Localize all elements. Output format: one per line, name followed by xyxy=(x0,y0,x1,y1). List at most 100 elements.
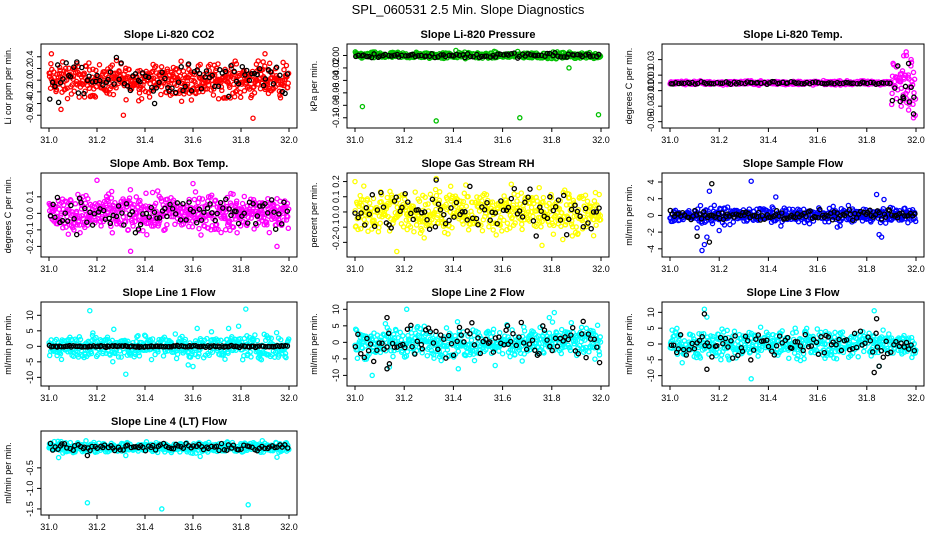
data-point xyxy=(125,226,131,233)
data-point xyxy=(455,348,462,355)
points xyxy=(352,306,604,379)
data-point xyxy=(137,78,143,85)
data-point xyxy=(588,225,594,232)
data-point xyxy=(239,63,246,70)
x-tick-label: 31.8 xyxy=(232,264,250,274)
x-tick-label: 31.6 xyxy=(809,135,827,145)
y-tick-label: 0 xyxy=(25,344,35,349)
data-point xyxy=(54,62,61,68)
x-tick-label: 31.0 xyxy=(661,264,679,274)
data-point xyxy=(670,81,676,87)
data-point xyxy=(191,196,198,203)
data-point xyxy=(443,355,449,361)
data-point xyxy=(352,178,358,185)
y-tick-label: -0.2 xyxy=(25,239,35,255)
data-point xyxy=(582,192,589,198)
data-point xyxy=(532,52,539,59)
data-point xyxy=(493,232,499,238)
data-point xyxy=(71,64,77,70)
data-point xyxy=(108,195,115,201)
data-point xyxy=(438,357,444,364)
data-point xyxy=(110,91,117,98)
data-point xyxy=(215,83,222,90)
data-point xyxy=(160,353,167,359)
data-point xyxy=(162,205,168,212)
data-point xyxy=(431,355,437,361)
data-point xyxy=(97,77,103,84)
data-point xyxy=(910,69,917,76)
data-point xyxy=(94,72,100,79)
data-point xyxy=(748,178,754,184)
data-point xyxy=(497,51,504,57)
y-tick-label: -4 xyxy=(646,245,656,253)
data-point xyxy=(100,82,106,88)
data-point xyxy=(93,67,99,74)
points xyxy=(46,177,292,255)
data-point xyxy=(716,227,722,234)
data-point xyxy=(433,328,439,335)
data-point xyxy=(403,306,410,313)
data-point xyxy=(223,209,229,215)
y-axis-label: ml/min per min. xyxy=(624,313,634,375)
y-tick-label: -2 xyxy=(646,228,656,236)
data-point xyxy=(164,213,170,220)
data-point xyxy=(699,247,705,254)
y-tick-label: -0.6 xyxy=(25,107,35,123)
data-point xyxy=(133,194,140,200)
data-point xyxy=(400,333,406,339)
page-title: SPL_060531 2.5 Min. Slope Diagnostics xyxy=(351,2,585,17)
y-tick-label: -0.2 xyxy=(331,235,341,251)
data-point xyxy=(92,94,99,100)
y-tick-label: -0.10 xyxy=(331,108,341,129)
y-tick-label: -0.02 xyxy=(331,58,341,79)
data-point xyxy=(86,60,92,66)
data-point xyxy=(541,350,547,356)
data-point xyxy=(460,221,466,227)
data-point xyxy=(175,79,182,85)
data-point xyxy=(255,58,261,64)
data-point xyxy=(174,351,181,357)
data-point xyxy=(875,80,882,87)
data-point xyxy=(105,210,111,216)
y-tick-label: -0.1 xyxy=(25,222,35,238)
data-point xyxy=(63,60,69,66)
data-point xyxy=(744,79,750,85)
data-point xyxy=(274,243,280,250)
y-tick-label: 0.0 xyxy=(25,74,35,87)
data-point xyxy=(123,201,130,207)
data-point xyxy=(195,199,201,206)
data-point xyxy=(845,202,852,209)
data-point xyxy=(518,190,525,196)
data-point xyxy=(592,356,598,362)
data-point xyxy=(196,70,203,77)
data-point xyxy=(528,204,535,211)
data-point xyxy=(158,64,165,70)
data-point xyxy=(145,74,152,81)
data-point xyxy=(144,231,150,238)
data-point xyxy=(123,371,129,377)
data-point xyxy=(284,71,291,77)
y-tick-label: 5 xyxy=(331,323,341,328)
data-point xyxy=(158,91,164,98)
x-tick-label: 32.0 xyxy=(907,264,925,274)
data-point xyxy=(465,193,471,200)
x-tick-label: 31.0 xyxy=(346,135,364,145)
x-tick-label: 31.4 xyxy=(760,264,778,274)
data-point xyxy=(552,50,558,56)
data-point xyxy=(214,200,221,207)
data-point xyxy=(511,185,518,192)
data-point xyxy=(551,309,558,316)
data-point xyxy=(462,209,468,215)
data-point xyxy=(422,194,428,201)
data-point xyxy=(388,53,395,59)
plot-frame xyxy=(40,43,298,129)
data-point xyxy=(404,349,411,355)
series-selected xyxy=(352,314,603,372)
data-point xyxy=(251,90,258,96)
data-point xyxy=(222,215,228,222)
data-point xyxy=(74,59,80,65)
data-point xyxy=(892,85,898,91)
data-point xyxy=(162,69,168,76)
data-point xyxy=(130,223,136,229)
